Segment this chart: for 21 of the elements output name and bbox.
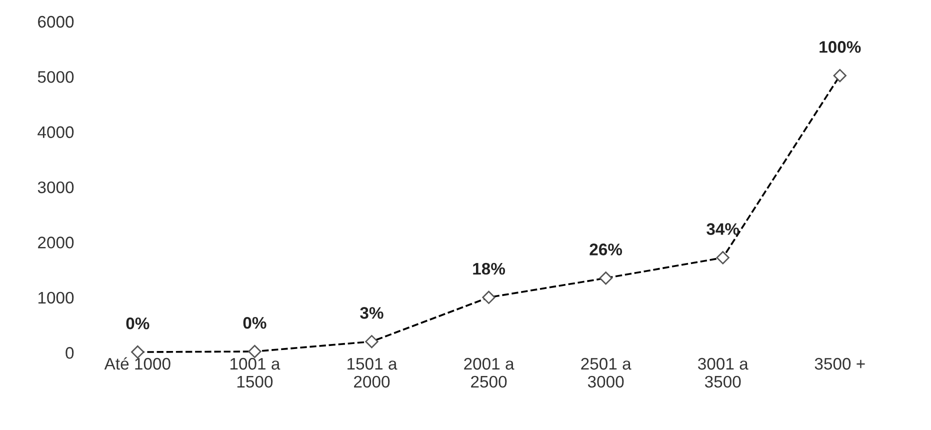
y-tick-label: 5000 — [38, 71, 74, 83]
annotation: 34% — [706, 223, 740, 235]
y-tick-label: 2000 — [38, 236, 74, 248]
annotation: 0% — [243, 316, 266, 329]
annotation: 0% — [126, 318, 150, 330]
annotation: 26% — [590, 244, 622, 256]
x-tick-label: 3001 a 3500 — [698, 358, 748, 388]
x-tick-label: 3500 + — [814, 358, 865, 370]
x-tick-label: Até 1000 — [104, 357, 170, 370]
x-tick-label: 2501 a 3000 — [581, 358, 632, 388]
annotation: 18% — [473, 262, 506, 275]
y-tick-label: 6000 — [38, 16, 74, 28]
x-tick-label: 1001 a 1500 — [230, 358, 280, 388]
x-tick-label: 2001 a 2500 — [464, 358, 514, 388]
y-tick-label: 3000 — [38, 181, 74, 194]
y-tick-label: 4000 — [38, 126, 74, 138]
annotation: 100% — [820, 41, 861, 53]
x-tick-label: 1501 a 2000 — [348, 358, 398, 388]
y-tick-label: 0 — [66, 347, 74, 359]
annotation: 3% — [360, 307, 384, 319]
y-tick-label: 1000 — [38, 292, 74, 304]
